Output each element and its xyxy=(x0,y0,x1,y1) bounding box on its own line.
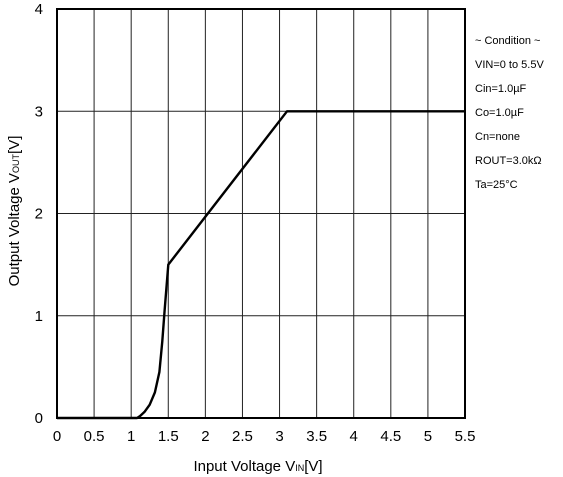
condition-ta: Ta=25°C xyxy=(475,179,518,191)
x-axis-title-subscript: IN xyxy=(295,463,304,473)
grid-lines xyxy=(56,8,466,419)
y-tick-label: 3 xyxy=(35,103,43,120)
x-axis-title: Input Voltage VIN[V] xyxy=(193,458,322,475)
condition-header: ~ Condition ~ xyxy=(475,35,540,47)
x-tick-label: 0.5 xyxy=(84,428,105,445)
x-tick-label: 3 xyxy=(275,428,283,445)
x-tick-label: 3.5 xyxy=(306,428,327,445)
y-tick-label: 2 xyxy=(35,206,43,223)
y-tick-label: 4 xyxy=(35,1,43,18)
x-tick-label: 1.5 xyxy=(158,428,179,445)
y-tick-labels: 0 1 2 3 4 xyxy=(35,1,43,427)
y-tick-label: 1 xyxy=(35,308,43,325)
x-axis-title-main: Input Voltage V xyxy=(193,458,295,475)
condition-cn: Cn=none xyxy=(475,131,520,143)
condition-vin: VIN=0 to 5.5V xyxy=(475,59,544,71)
x-tick-label: 2.5 xyxy=(232,428,253,445)
conditions-annotation: ~ Condition ~ VIN=0 to 5.5V Cin=1.0µF Co… xyxy=(475,35,544,191)
condition-rout: ROUT=3.0kΩ xyxy=(475,155,542,167)
x-tick-label: 5 xyxy=(424,428,432,445)
condition-co: Co=1.0µF xyxy=(475,107,524,119)
x-tick-label: 2 xyxy=(201,428,209,445)
y-axis-title: Output Voltage VOUT[V] xyxy=(6,136,23,287)
y-axis-title-subscript: OUT xyxy=(11,153,21,173)
x-axis-title-unit: [V] xyxy=(304,458,322,475)
x-tick-label: 1 xyxy=(127,428,135,445)
x-tick-labels: 0 0.5 1 1.5 2 2.5 3 3.5 4 4.5 5 5.5 xyxy=(53,428,476,445)
y-axis-title-unit: [V] xyxy=(6,136,23,154)
series-line xyxy=(57,110,465,420)
plot-frame xyxy=(56,8,466,419)
x-tick-label: 5.5 xyxy=(455,428,476,445)
y-axis-title-main: Output Voltage V xyxy=(6,173,23,286)
x-tick-label: 0 xyxy=(53,428,61,445)
condition-cin: Cin=1.0µF xyxy=(475,83,527,95)
x-tick-label: 4 xyxy=(350,428,358,445)
y-tick-label: 0 xyxy=(35,410,43,427)
x-tick-label: 4.5 xyxy=(380,428,401,445)
